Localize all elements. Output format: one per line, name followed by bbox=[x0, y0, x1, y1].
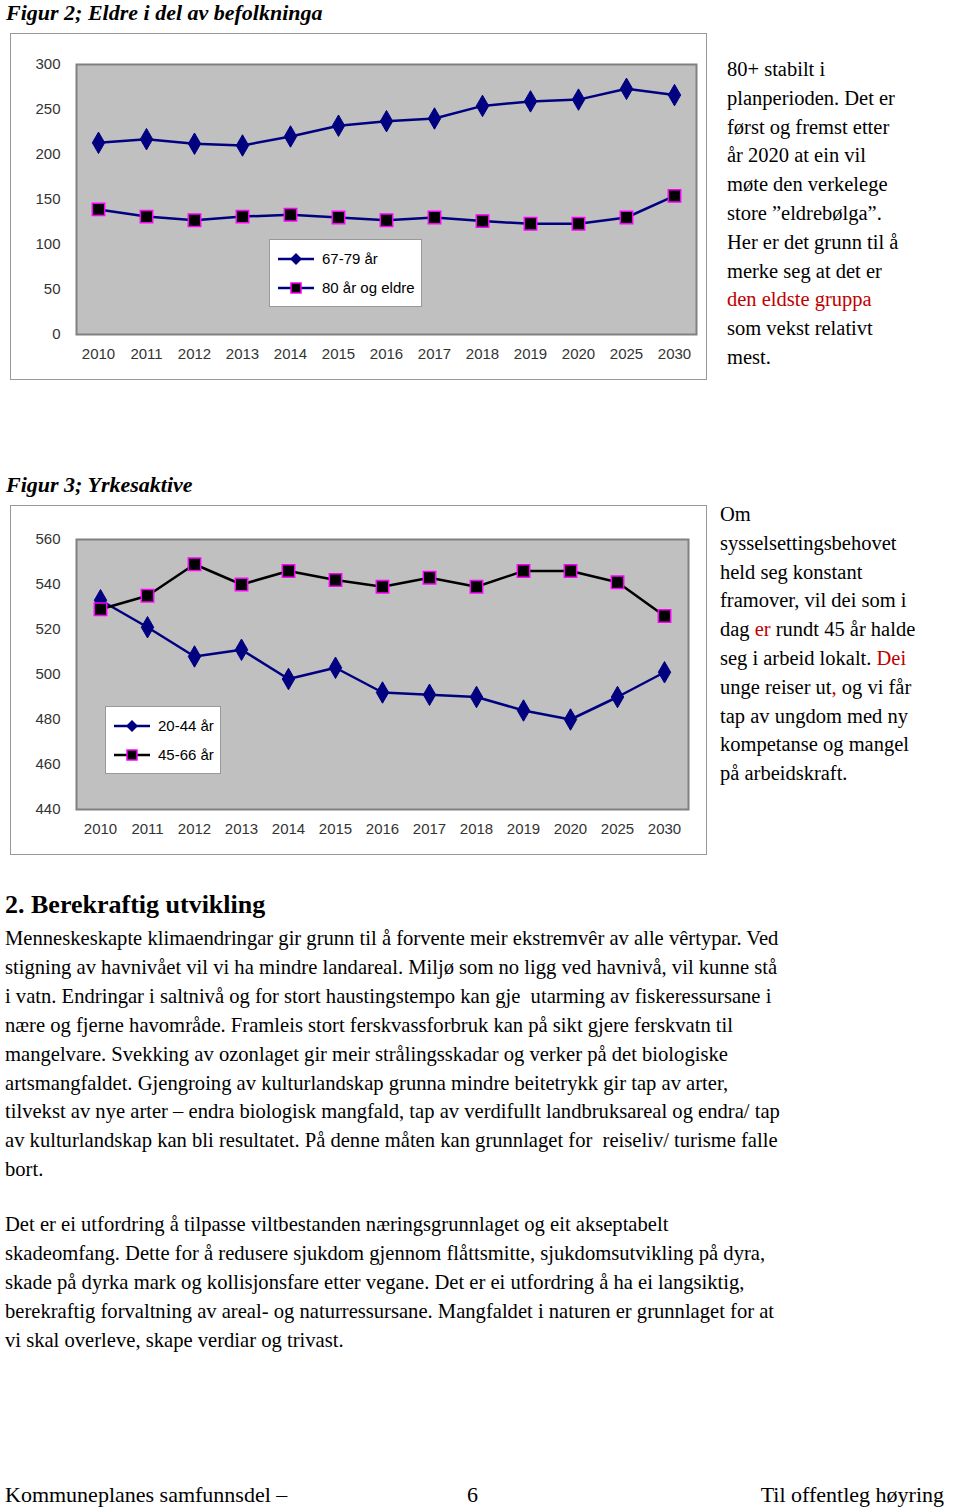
html-text:held seg konstant: held seg konstant bbox=[720, 560, 863, 583]
html-text:skadeomfang. Dette for å redus: skadeomfang. Dette for å redusere sjukdo… bbox=[5, 1241, 766, 1264]
svg-text:2025: 2025 bbox=[601, 820, 634, 837]
svg-text:2011: 2011 bbox=[131, 820, 163, 837]
html-text:bort.: bort. bbox=[5, 1158, 44, 1181]
html-text:tilvekst av nye arter – endra: tilvekst av nye arter – endra biologisk … bbox=[5, 1100, 780, 1123]
svg-text:2014: 2014 bbox=[272, 820, 305, 837]
html-text:først og fremst etter: først og fremst etter bbox=[727, 115, 890, 138]
html-text:seg i arbeid lokalt. Dei: seg i arbeid lokalt. Dei bbox=[720, 647, 907, 669]
html-text:Kommuneplanes samfunnsdel –: Kommuneplanes samfunnsdel – bbox=[5, 1482, 288, 1507]
html-text:67-79 år: 67-79 år bbox=[322, 250, 378, 267]
svg-text:560: 560 bbox=[35, 530, 60, 547]
html-text:den eldste gruppa: den eldste gruppa bbox=[727, 288, 872, 311]
svg-text:0: 0 bbox=[52, 325, 60, 342]
html-text:på arbeidskraft.: på arbeidskraft. bbox=[720, 762, 848, 785]
svg-text:2018: 2018 bbox=[460, 820, 493, 837]
svg-text:2019: 2019 bbox=[507, 820, 540, 837]
html-text:berekraftig forvaltning av are: berekraftig forvaltning av areal- og nat… bbox=[5, 1299, 775, 1322]
svg-text:480: 480 bbox=[35, 710, 60, 727]
html-text:Figur 3; Yrkesaktive: Figur 3; Yrkesaktive bbox=[6, 472, 193, 497]
html-text:Det er ei utfordring å tilpass: Det er ei utfordring å tilpasse viltbest… bbox=[5, 1213, 669, 1235]
svg-text:2014: 2014 bbox=[274, 345, 307, 362]
svg-text:2016: 2016 bbox=[366, 820, 399, 837]
svg-text:250: 250 bbox=[35, 100, 60, 117]
svg-text:2010: 2010 bbox=[82, 345, 115, 362]
html-text:kompetanse og mangel: kompetanse og mangel bbox=[720, 733, 909, 756]
svg-text:100: 100 bbox=[35, 235, 60, 252]
html-text:2. Berekraftig utvikling: 2. Berekraftig utvikling bbox=[5, 890, 266, 919]
svg-text:2017: 2017 bbox=[418, 345, 451, 362]
html-text:45-66 år: 45-66 år bbox=[158, 746, 214, 763]
svg-text:2010: 2010 bbox=[84, 820, 117, 837]
html-text:av kulturlandskap kan bli resu: av kulturlandskap kan bli resultatet. På… bbox=[5, 1129, 778, 1152]
html-text:store ”eldrebølga”.: store ”eldrebølga”. bbox=[727, 202, 882, 224]
html-text:Om: Om bbox=[720, 503, 751, 525]
html-text:planperioden. Det er: planperioden. Det er bbox=[727, 86, 895, 109]
svg-text:500: 500 bbox=[35, 665, 60, 682]
html-text:unge reiser ut, og vi får: unge reiser ut, og vi får bbox=[720, 675, 912, 698]
svg-text:200: 200 bbox=[35, 145, 60, 162]
html-text:som vekst relativt: som vekst relativt bbox=[727, 317, 873, 340]
html-text:merke seg at det er: merke seg at det er bbox=[727, 259, 882, 282]
svg-text:2012: 2012 bbox=[178, 345, 211, 362]
svg-text:2020: 2020 bbox=[554, 820, 587, 837]
html-text:stigning av havnivået vil vi h: stigning av havnivået vil vi ha mindre l… bbox=[5, 955, 778, 978]
svg-text:460: 460 bbox=[35, 755, 60, 772]
html-text:år 2020 at ein vil: år 2020 at ein vil bbox=[727, 144, 866, 167]
svg-text:2030: 2030 bbox=[658, 345, 691, 362]
svg-text:520: 520 bbox=[35, 620, 60, 637]
html-text:Til offentleg høyring: Til offentleg høyring bbox=[760, 1482, 944, 1507]
svg-text:2017: 2017 bbox=[413, 820, 446, 837]
html-text:møte den verkelege: møte den verkelege bbox=[727, 173, 888, 196]
html-text:80 år og eldre: 80 år og eldre bbox=[322, 279, 415, 296]
html-text:Her er det grunn til å: Her er det grunn til å bbox=[727, 230, 899, 253]
html-text:i vatn. Endringar i saltnivå o: i vatn. Endringar i saltnivå og for stor… bbox=[5, 984, 772, 1007]
svg-text:2015: 2015 bbox=[322, 345, 355, 362]
svg-text:540: 540 bbox=[35, 575, 60, 592]
svg-text:2030: 2030 bbox=[648, 820, 681, 837]
html-text:Menneskeskapte klimaendringar: Menneskeskapte klimaendringar gir grunn … bbox=[5, 927, 779, 949]
html-text:mest.: mest. bbox=[727, 346, 771, 368]
html-text:80+ stabilt i: 80+ stabilt i bbox=[727, 58, 826, 80]
html-text:artsmangfaldet. Gjengroing av: artsmangfaldet. Gjengroing av kulturland… bbox=[5, 1071, 729, 1094]
html-text:20-44 år: 20-44 år bbox=[158, 717, 214, 734]
svg-text:50: 50 bbox=[44, 280, 61, 297]
html-text:sysselsettingsbehovet: sysselsettingsbehovet bbox=[720, 531, 897, 554]
html-text:mangelvare. Svekking av ozonla: mangelvare. Svekking av ozonlaget gir me… bbox=[5, 1042, 728, 1065]
html-text:6: 6 bbox=[467, 1482, 478, 1507]
svg-text:2018: 2018 bbox=[466, 345, 499, 362]
html-text:skade på dyrka mark og kollisj: skade på dyrka mark og kollisjonsfare et… bbox=[5, 1270, 745, 1293]
html-text:framover, vil dei som i: framover, vil dei som i bbox=[720, 589, 907, 612]
svg-text:2015: 2015 bbox=[319, 820, 352, 837]
html-text:dag er rundt 45 år halde: dag er rundt 45 år halde bbox=[720, 618, 916, 641]
svg-text:2020: 2020 bbox=[562, 345, 595, 362]
svg-text:300: 300 bbox=[35, 55, 60, 72]
svg-text:2025: 2025 bbox=[610, 345, 643, 362]
svg-text:2016: 2016 bbox=[370, 345, 403, 362]
svg-text:150: 150 bbox=[35, 190, 60, 207]
svg-text:2011: 2011 bbox=[130, 345, 162, 362]
svg-text:2013: 2013 bbox=[225, 820, 258, 837]
html-text:Figur 2; Eldre i del av befolk: Figur 2; Eldre i del av befolkninga bbox=[6, 0, 323, 25]
svg-text:440: 440 bbox=[35, 800, 60, 817]
svg-text:2019: 2019 bbox=[514, 345, 547, 362]
svg-text:2013: 2013 bbox=[226, 345, 259, 362]
html-text:vi skal overleve, skape verdia: vi skal overleve, skape verdiar og triva… bbox=[5, 1328, 344, 1351]
svg-text:2012: 2012 bbox=[178, 820, 211, 837]
html-text:nære og fjerne havområde. Fram: nære og fjerne havområde. Framleis stort… bbox=[5, 1013, 733, 1036]
html-text:tap av ungdom med ny: tap av ungdom med ny bbox=[720, 704, 908, 727]
